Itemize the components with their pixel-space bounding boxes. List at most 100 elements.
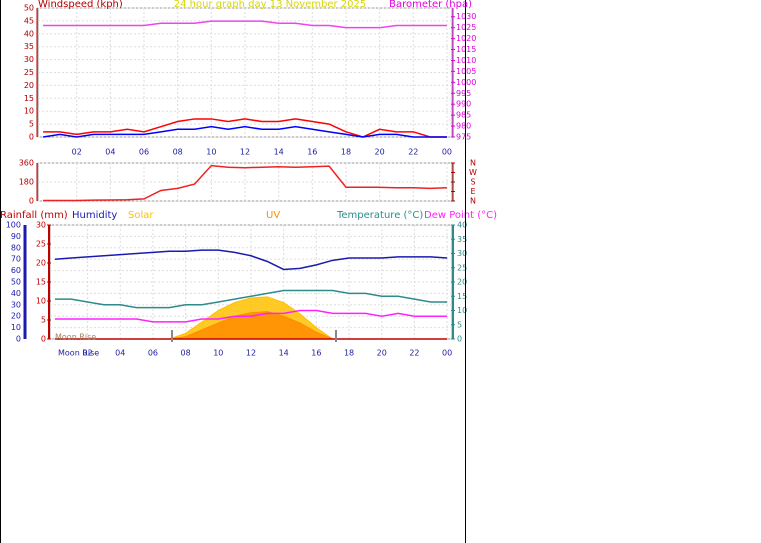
y3-tick-label: 20	[36, 259, 46, 268]
y-tick-label: 30	[11, 300, 21, 309]
legend-label: Dew Point (°C)	[424, 210, 497, 221]
line	[54, 289, 448, 309]
y-tick-label: 180	[19, 178, 34, 187]
x-tick-label: 02	[82, 349, 92, 358]
y-tick-label: 60	[11, 266, 21, 275]
y2-tick-label: 30	[457, 249, 467, 258]
line	[54, 249, 448, 271]
x-tick-label: 08	[181, 349, 191, 358]
y-tick-label: 15	[24, 94, 34, 103]
x-tick-label: 12	[240, 148, 250, 157]
y-tick-label: 0	[29, 197, 34, 206]
y2-tick-label: E	[470, 187, 475, 196]
x-tick-label: 02	[72, 148, 82, 157]
x-tick-label: 12	[246, 349, 256, 358]
y2-tick-label: 15	[457, 292, 467, 301]
y-tick-label: 25	[24, 68, 34, 77]
y-tick-label: 20	[24, 81, 34, 90]
annotation: Moon Rise	[55, 333, 96, 342]
plots: 0510152025303540455097598098599099510001…	[0, 4, 497, 358]
chart-title: 24 hour graph day 13 November 2025	[174, 0, 367, 10]
y-tick-label: 5	[29, 120, 34, 129]
y-tick-label: 20	[11, 312, 21, 321]
x-tick-label: 06	[139, 148, 149, 157]
y-tick-label: 0	[16, 335, 21, 344]
y2-tick-label: 985	[456, 111, 471, 120]
y2-tick-label: 1005	[456, 67, 476, 76]
x-tick-label: 14	[279, 349, 289, 358]
y2-tick-label: N	[470, 159, 476, 168]
y-tick-label: 70	[11, 255, 21, 264]
x-tick-label: 22	[408, 148, 418, 157]
x-tick-label: 04	[115, 349, 125, 358]
y2-tick-label: 0	[457, 335, 462, 344]
y-tick-label: 10	[24, 107, 34, 116]
y-tick-label: 100	[6, 221, 21, 230]
x-tick-label: 20	[375, 148, 385, 157]
y-tick-label: 10	[11, 323, 21, 332]
y3-tick-label: 25	[36, 240, 46, 249]
x-tick-label: 18	[341, 148, 351, 157]
y-tick-label: 40	[24, 29, 34, 38]
x-tick-label: 18	[344, 349, 354, 358]
x-tick-label: 16	[307, 148, 317, 157]
x-tick-label: 16	[311, 349, 321, 358]
y2-tick-label: 1025	[456, 23, 476, 32]
legend-label: Humidity	[72, 210, 117, 221]
y2-tick-label: 1020	[456, 34, 476, 43]
y2-tick-label: 995	[456, 89, 471, 98]
y-tick-label: 30	[24, 55, 34, 64]
x-tick-label: 08	[173, 148, 183, 157]
x-tick-label: 00	[442, 148, 452, 157]
line	[43, 118, 447, 138]
y2-tick-label: 1000	[456, 78, 476, 87]
y3-tick-label: 15	[36, 278, 46, 287]
line	[43, 164, 447, 202]
y2-tick-label: W	[469, 168, 477, 177]
y2-tick-label: 975	[456, 133, 471, 142]
y3-tick-label: 30	[36, 221, 46, 230]
y2-tick-label: N	[470, 197, 476, 206]
y-tick-label: 45	[24, 16, 34, 25]
x-tick-label: 06	[148, 349, 158, 358]
y2-tick-label: 1010	[456, 56, 476, 65]
y-tick-label: 40	[11, 289, 21, 298]
y2-tick-label: 25	[457, 263, 467, 272]
y-tick-label: 0	[29, 133, 34, 142]
y2-tick-label: 40	[457, 221, 467, 230]
y3-tick-label: 10	[36, 297, 46, 306]
x-tick-label: 20	[377, 349, 387, 358]
x-tick-label: 22	[409, 349, 419, 358]
y3-tick-label: 0	[41, 335, 46, 344]
y2-tick-label: 980	[456, 122, 471, 131]
y2-tick-label: 5	[457, 320, 462, 329]
line	[42, 125, 447, 138]
line	[54, 309, 448, 323]
y-tick-label: 35	[24, 42, 34, 51]
x-tick-label: 00	[442, 349, 452, 358]
y-tick-label: 90	[11, 232, 21, 241]
y2-tick-label: 35	[457, 235, 467, 244]
legend-label: Temperature (°C)	[336, 210, 423, 221]
y2-tick-label: S	[470, 178, 475, 187]
y-axis-label: Windspeed (kph)	[38, 0, 123, 10]
y2-tick-label: 10	[457, 306, 467, 315]
y2-tick-label: 1015	[456, 45, 476, 54]
y2-tick-label: 990	[456, 100, 471, 109]
y-tick-label: 360	[19, 159, 34, 168]
y-tick-label: 80	[11, 243, 21, 252]
y2-tick-label: 20	[457, 278, 467, 287]
legend-label: Solar	[128, 210, 154, 221]
x-tick-label: 10	[213, 349, 223, 358]
y3-tick-label: 5	[41, 316, 46, 325]
annotation: Moon Rise	[58, 349, 99, 358]
y-tick-label: 50	[11, 278, 21, 287]
line	[43, 20, 447, 29]
x-tick-label: 10	[206, 148, 216, 157]
y2-axis-label: Barometer (hpa)	[389, 0, 472, 10]
legend-label: UV	[266, 210, 280, 221]
x-tick-label: 14	[274, 148, 284, 157]
legend-label: Rainfall (mm)	[0, 210, 68, 221]
x-tick-label: 04	[105, 148, 115, 157]
